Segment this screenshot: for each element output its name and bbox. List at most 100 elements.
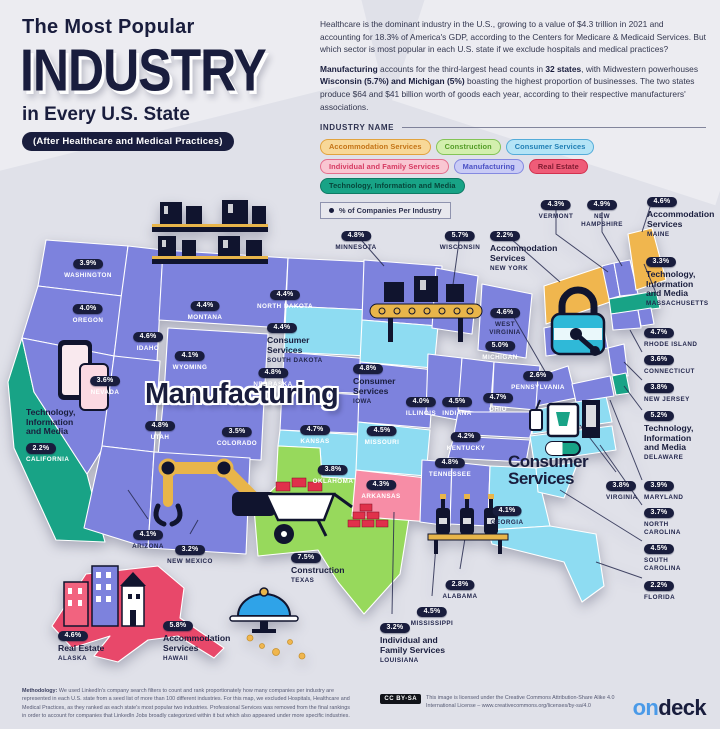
state-label-NE: 4.8% NEBRASKA [253, 361, 292, 389]
state-name-IL: ILLINOIS [405, 409, 437, 417]
state-label-MN: 4.8% MINNESOTA [335, 224, 376, 252]
industry-label-LA: Individual and Family Services [380, 635, 445, 655]
state-label-MS: 4.5% MISSISSIPPI [411, 600, 453, 628]
state-name-OH: OHIO [489, 405, 507, 413]
methodology-text: We used LinkedIn's company search filter… [22, 688, 350, 720]
value-pill-KY: 4.2% [451, 431, 481, 442]
state-name-UT: UTAH [150, 433, 170, 441]
percentage-dot-icon [329, 207, 334, 213]
state-name-ND: NORTH DAKOTA [256, 302, 314, 310]
value-pill-AR: 4.3% [366, 479, 396, 490]
state-name-KY: KENTUCKY [446, 444, 486, 452]
cloche-illustration [229, 587, 299, 633]
intro-block: Healthcare is the dominant industry in t… [320, 14, 706, 219]
value-pill-NH: 4.9% [587, 199, 617, 210]
state-name-NE: NEBRASKA [253, 380, 293, 388]
title-badge: (After Healthcare and Medical Practices) [22, 132, 234, 151]
value-pill-WI: 5.7% [445, 230, 475, 241]
legend-header: INDUSTRY NAME [320, 123, 706, 132]
state-name-MO: MISSOURI [364, 438, 400, 446]
value-pill-RI: 4.7% [644, 327, 674, 338]
state-name-MD: MARYLAND [644, 493, 684, 501]
title-eyebrow: The Most Popular [22, 16, 195, 38]
state-name-IA: IOWA [353, 397, 372, 405]
state-label-MA: 3.3% Technology, Information and Media MAS… [646, 250, 709, 309]
state-label-GA: 4.1% GEORGIA [491, 499, 524, 527]
state-label-NH: 4.9% NEW HAMPSHIRE [581, 193, 623, 230]
legend: Accommodation Services Construction Consum… [320, 139, 706, 194]
shopping-bag-illustration [529, 399, 600, 456]
title-subtitle: in Every U.S. State [22, 104, 190, 125]
legend-pill-individual: Individual and Family Services [320, 158, 449, 175]
value-pill-OR: 4.0% [73, 303, 103, 314]
value-pill-CT: 3.6% [644, 354, 674, 365]
state-label-UT: 4.8% UTAH [145, 414, 175, 442]
state-name-NY: NEW YORK [490, 264, 529, 272]
state-name-AZ: ARIZONA [132, 542, 164, 550]
map-state-md [571, 375, 615, 403]
state-name-MS: MISSISSIPPI [410, 619, 454, 627]
map-state-tn [447, 435, 531, 463]
value-pill-TX: 7.5% [291, 552, 321, 563]
state-label-AZ: 4.1% ARIZONA [132, 523, 164, 551]
robot-arm-illustration [153, 458, 276, 527]
license-text: This image is licensed under the Creativ… [426, 695, 615, 710]
industry-label-DE: Technology, Information and Media [644, 423, 694, 453]
industry-label-ME: Accommodation Services [647, 209, 715, 229]
industry-label-IA: Consumer Services [353, 376, 396, 396]
state-label-NJ: 3.8% NEW JERSEY [644, 376, 690, 404]
state-name-AR: ARKANSAS [361, 492, 401, 500]
map-state-mo [357, 361, 435, 429]
value-pill-OH: 4.7% [483, 392, 513, 403]
value-pill-ME: 4.6% [647, 196, 677, 207]
value-pill-NE: 4.8% [258, 367, 288, 378]
state-name-SD: SOUTH DAKOTA [267, 356, 323, 364]
industry-label-TX: Construction [291, 565, 345, 575]
value-pill-IL: 4.0% [406, 396, 436, 407]
value-pill-LA: 3.2% [380, 622, 410, 633]
map-state-ri [637, 307, 655, 327]
value-pill-AZ: 4.1% [133, 529, 163, 540]
state-label-ME: 4.6% Accommodation Services MAINE [647, 190, 714, 239]
buildings-illustration [63, 565, 146, 627]
value-pill-VA: 3.8% [606, 480, 636, 491]
state-name-WI: WISCONSIN [439, 243, 481, 251]
legend-note: % of Companies Per Industry [320, 201, 451, 219]
state-label-MD: 3.9% MARYLAND [644, 474, 683, 502]
map-state-nj [607, 343, 629, 377]
value-pill-SC: 4.5% [644, 543, 674, 554]
state-label-IL: 4.0% ILLINOIS [406, 390, 436, 418]
state-name-MI: MICHIGAN [482, 353, 518, 361]
state-name-TX: TEXAS [291, 577, 315, 585]
state-label-WA: 3.9% WASHINGTON [64, 252, 112, 280]
state-label-KY: 4.2% KENTUCKY [447, 425, 486, 453]
value-pill-MT: 4.4% [190, 300, 220, 311]
hawaii-islands [246, 634, 306, 660]
industry-label-AK: Real Estate [58, 643, 105, 653]
value-pill-IN: 4.5% [442, 396, 472, 407]
state-label-CT: 3.6% CONNECTICUT [644, 348, 695, 376]
value-pill-DE: 5.2% [644, 410, 674, 421]
state-name-LA: LOUISIANA [380, 656, 419, 664]
state-label-LA: 3.2% Individual and Family Services LOUISI… [380, 616, 445, 665]
ondeck-logo-deck: deck [658, 695, 706, 720]
legend-pill-realestate: Real Estate [528, 158, 588, 175]
state-name-TN: TENNESSEE [428, 470, 472, 478]
value-pill-ND: 4.4% [270, 289, 300, 300]
state-label-PA: 2.6% PENNSYLVANIA [511, 364, 565, 392]
wheelbarrow-illustration [264, 477, 389, 544]
state-label-ND: 4.4% NORTH DAKOTA [257, 283, 313, 311]
legend-note-text: % of Companies Per Industry [339, 205, 442, 215]
value-pill-MA: 3.3% [646, 256, 676, 267]
region-label-manufacturing: Manufacturing [145, 378, 339, 410]
state-label-TN: 4.8% TENNESSEE [429, 451, 471, 479]
state-name-IN: INDIANA [442, 409, 472, 417]
value-pill-MD: 3.9% [644, 480, 674, 491]
value-pill-NC: 3.7% [644, 507, 674, 518]
state-name-NH: NEW HAMPSHIRE [581, 212, 623, 229]
footer: Methodology: We used LinkedIn's company … [22, 687, 707, 721]
state-label-IA: 4.8% Consumer Services IOWA [353, 357, 396, 406]
page-title: INDUSTRY [20, 37, 267, 104]
state-name-CA: CALIFORNIA [26, 456, 70, 464]
state-label-MO: 4.5% MISSOURI [365, 419, 400, 447]
